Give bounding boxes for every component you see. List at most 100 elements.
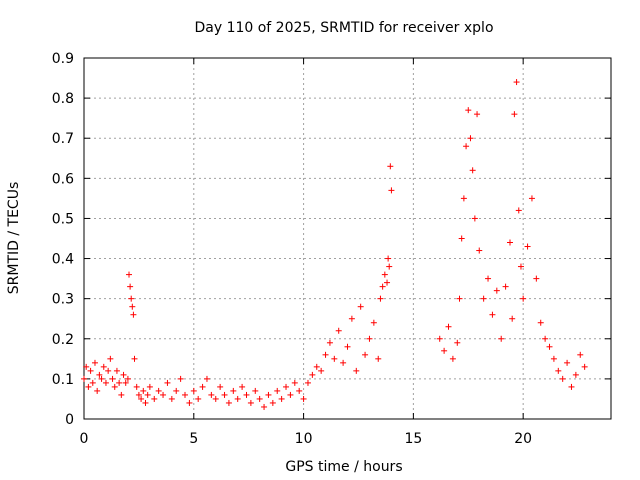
data-point bbox=[291, 379, 298, 386]
chart-title: Day 110 of 2025, SRMTID for receiver xpl… bbox=[194, 20, 493, 36]
data-point bbox=[190, 387, 197, 394]
x-tick-label: 20 bbox=[514, 431, 532, 447]
data-point bbox=[460, 195, 467, 202]
data-point bbox=[109, 375, 116, 382]
data-point bbox=[388, 187, 395, 194]
data-point bbox=[524, 243, 531, 250]
data-point bbox=[469, 167, 476, 174]
data-point bbox=[348, 315, 355, 322]
data-point bbox=[89, 379, 96, 386]
data-point bbox=[300, 395, 307, 402]
data-point bbox=[122, 379, 129, 386]
data-point bbox=[144, 391, 151, 398]
data-point bbox=[96, 371, 103, 378]
x-axis-label: GPS time / hours bbox=[285, 459, 402, 475]
data-point bbox=[138, 395, 145, 402]
data-point bbox=[173, 387, 180, 394]
data-point bbox=[199, 383, 206, 390]
data-point bbox=[111, 383, 118, 390]
data-point bbox=[506, 239, 513, 246]
data-point bbox=[542, 335, 549, 342]
data-point bbox=[568, 383, 575, 390]
data-point bbox=[454, 339, 461, 346]
data-point bbox=[247, 399, 254, 406]
data-point bbox=[203, 375, 210, 382]
data-point bbox=[340, 359, 347, 366]
data-point bbox=[265, 391, 272, 398]
data-point bbox=[195, 395, 202, 402]
data-point bbox=[344, 343, 351, 350]
data-point bbox=[107, 355, 114, 362]
y-tick-label: 0.6 bbox=[52, 171, 74, 187]
data-point bbox=[511, 111, 518, 118]
data-point bbox=[160, 391, 167, 398]
data-point bbox=[105, 367, 112, 374]
data-point bbox=[377, 295, 384, 302]
data-point bbox=[146, 383, 153, 390]
data-point bbox=[326, 339, 333, 346]
y-tick-label: 0.8 bbox=[52, 91, 74, 107]
data-point bbox=[513, 79, 520, 86]
data-point bbox=[533, 275, 540, 282]
data-point bbox=[243, 391, 250, 398]
data-point bbox=[116, 379, 123, 386]
data-point bbox=[126, 271, 133, 278]
y-tick-label: 0.3 bbox=[52, 292, 74, 308]
x-tick-label: 5 bbox=[189, 431, 198, 447]
data-point bbox=[471, 215, 478, 222]
data-point bbox=[555, 367, 562, 374]
data-point bbox=[375, 355, 382, 362]
data-point bbox=[133, 383, 140, 390]
y-tick-label: 0.4 bbox=[52, 252, 74, 268]
tick-labels: 0 5 10 15 20 0 0.1 0.2 0.3 0.4 0.5 0.6 0.7 0.8 0.9 bbox=[52, 51, 532, 447]
y-tick-label: 0.2 bbox=[52, 332, 74, 348]
data-point bbox=[98, 375, 105, 382]
data-point bbox=[164, 379, 171, 386]
data-point bbox=[385, 255, 392, 262]
data-point bbox=[362, 351, 369, 358]
data-point bbox=[384, 279, 391, 286]
data-point bbox=[498, 335, 505, 342]
data-point bbox=[130, 311, 137, 318]
data-point bbox=[221, 391, 228, 398]
data-point bbox=[379, 283, 386, 290]
data-point bbox=[517, 263, 524, 270]
data-point bbox=[274, 387, 281, 394]
data-point bbox=[480, 295, 487, 302]
data-point bbox=[366, 335, 373, 342]
data-point bbox=[493, 287, 500, 294]
data-point bbox=[168, 395, 175, 402]
data-point bbox=[212, 395, 219, 402]
data-point bbox=[269, 399, 276, 406]
data-point bbox=[83, 363, 90, 370]
data-point bbox=[309, 371, 316, 378]
data-point bbox=[370, 319, 377, 326]
data-point bbox=[509, 315, 516, 322]
data-point bbox=[581, 363, 588, 370]
data-point bbox=[476, 247, 483, 254]
data-point bbox=[357, 303, 364, 310]
data-point bbox=[230, 387, 237, 394]
y-tick-label: 0.9 bbox=[52, 51, 74, 67]
data-point bbox=[456, 295, 463, 302]
y-tick-label: 0.5 bbox=[52, 211, 74, 227]
data-point bbox=[155, 387, 162, 394]
data-point bbox=[287, 391, 294, 398]
data-point bbox=[463, 143, 470, 150]
data-point bbox=[441, 347, 448, 354]
data-point bbox=[331, 355, 338, 362]
data-point bbox=[445, 323, 452, 330]
data-point bbox=[100, 363, 107, 370]
y-tick-label: 0 bbox=[65, 412, 74, 428]
data-point bbox=[129, 303, 136, 310]
data-point bbox=[120, 371, 127, 378]
data-point bbox=[177, 375, 184, 382]
data-point bbox=[135, 391, 142, 398]
data-point bbox=[225, 399, 232, 406]
data-point bbox=[564, 359, 571, 366]
data-point bbox=[81, 375, 87, 382]
data-point bbox=[151, 395, 158, 402]
data-point bbox=[381, 271, 388, 278]
data-point bbox=[113, 367, 120, 374]
